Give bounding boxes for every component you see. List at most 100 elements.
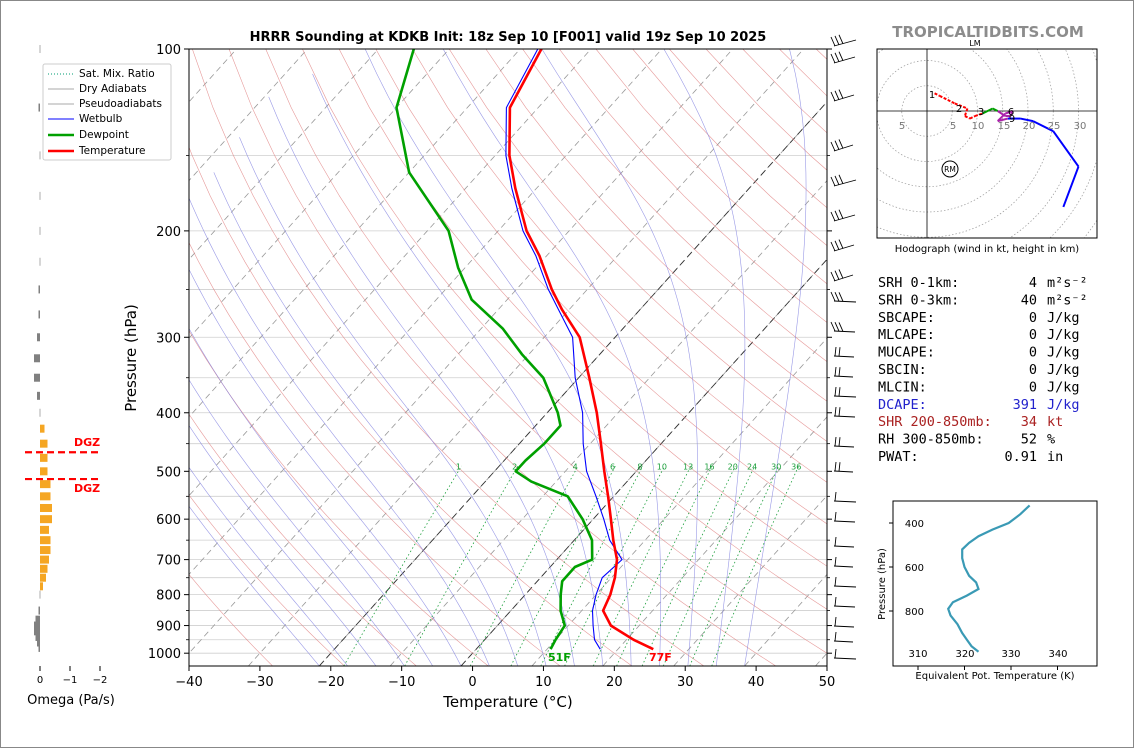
mixing-ratio-label: 4	[573, 462, 578, 471]
wind-barb-shaft	[833, 585, 857, 588]
wind-barb-flag	[834, 536, 837, 547]
pseudoadiabat-line	[213, 172, 519, 666]
omega-bar	[38, 103, 40, 112]
dry-adiabat-line	[779, 49, 827, 97]
dry-adiabat-line	[338, 49, 827, 567]
hodo-ring-label: 5	[899, 121, 905, 132]
omega-bar	[40, 424, 45, 433]
omega-bar	[34, 621, 40, 630]
dry-adiabat-line	[485, 49, 827, 402]
dry-adiabat-line	[302, 49, 827, 610]
index-value: 0.91	[1004, 449, 1037, 465]
index-value: 391	[1013, 397, 1037, 413]
theta-e-y-tick-label: 600	[905, 563, 924, 574]
y-tick-label: 600	[156, 513, 181, 528]
index-unit: J/kg	[1047, 362, 1080, 378]
isotherm-line	[531, 337, 827, 666]
wind-barb-flag	[834, 648, 837, 659]
wind-barb-shaft	[833, 144, 854, 152]
dry-adiabat-line	[522, 49, 827, 363]
wind-barb-flag	[838, 174, 844, 185]
hodograph-caption: Hodograph (wind in kt, height in km)	[895, 244, 1080, 255]
isotherm-line	[460, 258, 827, 666]
hodo-trace-segment	[1004, 110, 1014, 115]
index-label: RH 300-850mb:	[878, 432, 984, 448]
hodo-trace-segment	[964, 115, 971, 120]
index-unit: %	[1047, 432, 1055, 448]
index-label: MLCIN:	[878, 379, 927, 395]
hodo-trace-segment	[974, 112, 983, 117]
dry-adiabat-line	[265, 49, 827, 654]
wind-barb-flag	[830, 141, 836, 152]
chart-title: HRRR Sounding at KDKB Init: 18z Sep 10 […	[250, 30, 767, 45]
hodo-height-label: 2	[956, 104, 962, 115]
index-label: SHR 200-850mb:	[878, 414, 992, 430]
dry-adiabat-line	[412, 49, 827, 483]
x-tick-label: 0	[468, 675, 476, 690]
wind-barb-shaft	[833, 244, 855, 252]
isotherm-line	[189, 49, 379, 260]
hodo-trace-segment	[1052, 130, 1080, 168]
x-tick-label: 30	[677, 675, 694, 690]
dry-adiabat-line	[559, 49, 827, 323]
mixing-ratio-label: 30	[771, 462, 781, 471]
isotherm-line	[189, 49, 592, 497]
wind-barb-shaft	[833, 545, 855, 548]
omega-bar	[40, 480, 51, 489]
omega-bar	[34, 373, 40, 382]
index-label: SRH 0-3km:	[878, 292, 959, 308]
isotherm-line	[189, 49, 450, 339]
wind-barb-shaft	[833, 445, 855, 448]
minus-twenty-isotherm-line	[318, 101, 827, 666]
omega-bar	[38, 606, 40, 615]
dry-adiabat-line	[448, 49, 827, 442]
skewt-profile-lines	[395, 49, 654, 651]
wind-barb-flag	[830, 271, 836, 282]
wind-barb-flag	[838, 139, 844, 149]
dgz-bottom-label: DGZ	[74, 482, 100, 495]
omega-tick-label: −1	[63, 675, 78, 686]
x-tick-label: −20	[317, 675, 344, 690]
omega-panel	[25, 45, 101, 671]
hodo-trace-segment	[939, 94, 956, 105]
omega-x-axis-label: Omega (Pa/s)	[27, 693, 115, 708]
dry-adiabat-line	[189, 146, 633, 666]
mixing-ratio-label: 16	[704, 462, 714, 471]
y-tick-label: 700	[156, 554, 181, 569]
wind-barb-flag	[834, 35, 840, 46]
mixing-ratio-label: 10	[657, 462, 667, 471]
wind-barb-flag	[834, 291, 840, 302]
wind-barb-shaft	[833, 39, 857, 47]
mixing-ratio-line	[343, 465, 462, 666]
isotherm-line	[318, 101, 827, 666]
theta-e-x-tick-label: 320	[955, 649, 974, 660]
wind-barb-shaft	[833, 640, 854, 643]
theta-e-frame	[892, 500, 1098, 667]
y-tick-label: 300	[156, 331, 181, 346]
mixing-ratio-line	[404, 465, 519, 666]
theta-e-y-tick-label: 400	[905, 519, 924, 530]
wind-barb-flag	[834, 406, 837, 417]
wind-barb-flag	[830, 211, 836, 222]
legend-label: Dewpoint	[79, 129, 129, 141]
wind-barb-flag	[834, 210, 840, 221]
isotherm-line	[815, 652, 827, 666]
wind-barb-flag	[838, 269, 844, 279]
hodo-rm-marker	[941, 160, 959, 178]
y-tick-label: 900	[156, 620, 181, 635]
index-label: DCAPE:	[878, 397, 927, 413]
wind-barbs	[830, 34, 857, 660]
theta-e-x-tick-label: 310	[908, 649, 927, 660]
index-unit: J/kg	[1047, 310, 1080, 326]
wind-barb-shaft	[833, 470, 854, 473]
hodo-height-label: 9	[1009, 114, 1015, 125]
wind-barb-flag	[838, 407, 841, 417]
wind-barb-flag	[834, 240, 840, 250]
omega-bar	[37, 638, 40, 647]
hodograph-panel	[877, 49, 1097, 238]
pseudoadiabat-line	[189, 197, 490, 666]
sounding-indices: SRH 0-1km: 4 m²s⁻² SRH 0-3km: 40 m²s⁻² SBCAPE:…	[878, 275, 1088, 465]
y-tick-label: 200	[156, 225, 181, 240]
omega-bar	[34, 354, 40, 363]
